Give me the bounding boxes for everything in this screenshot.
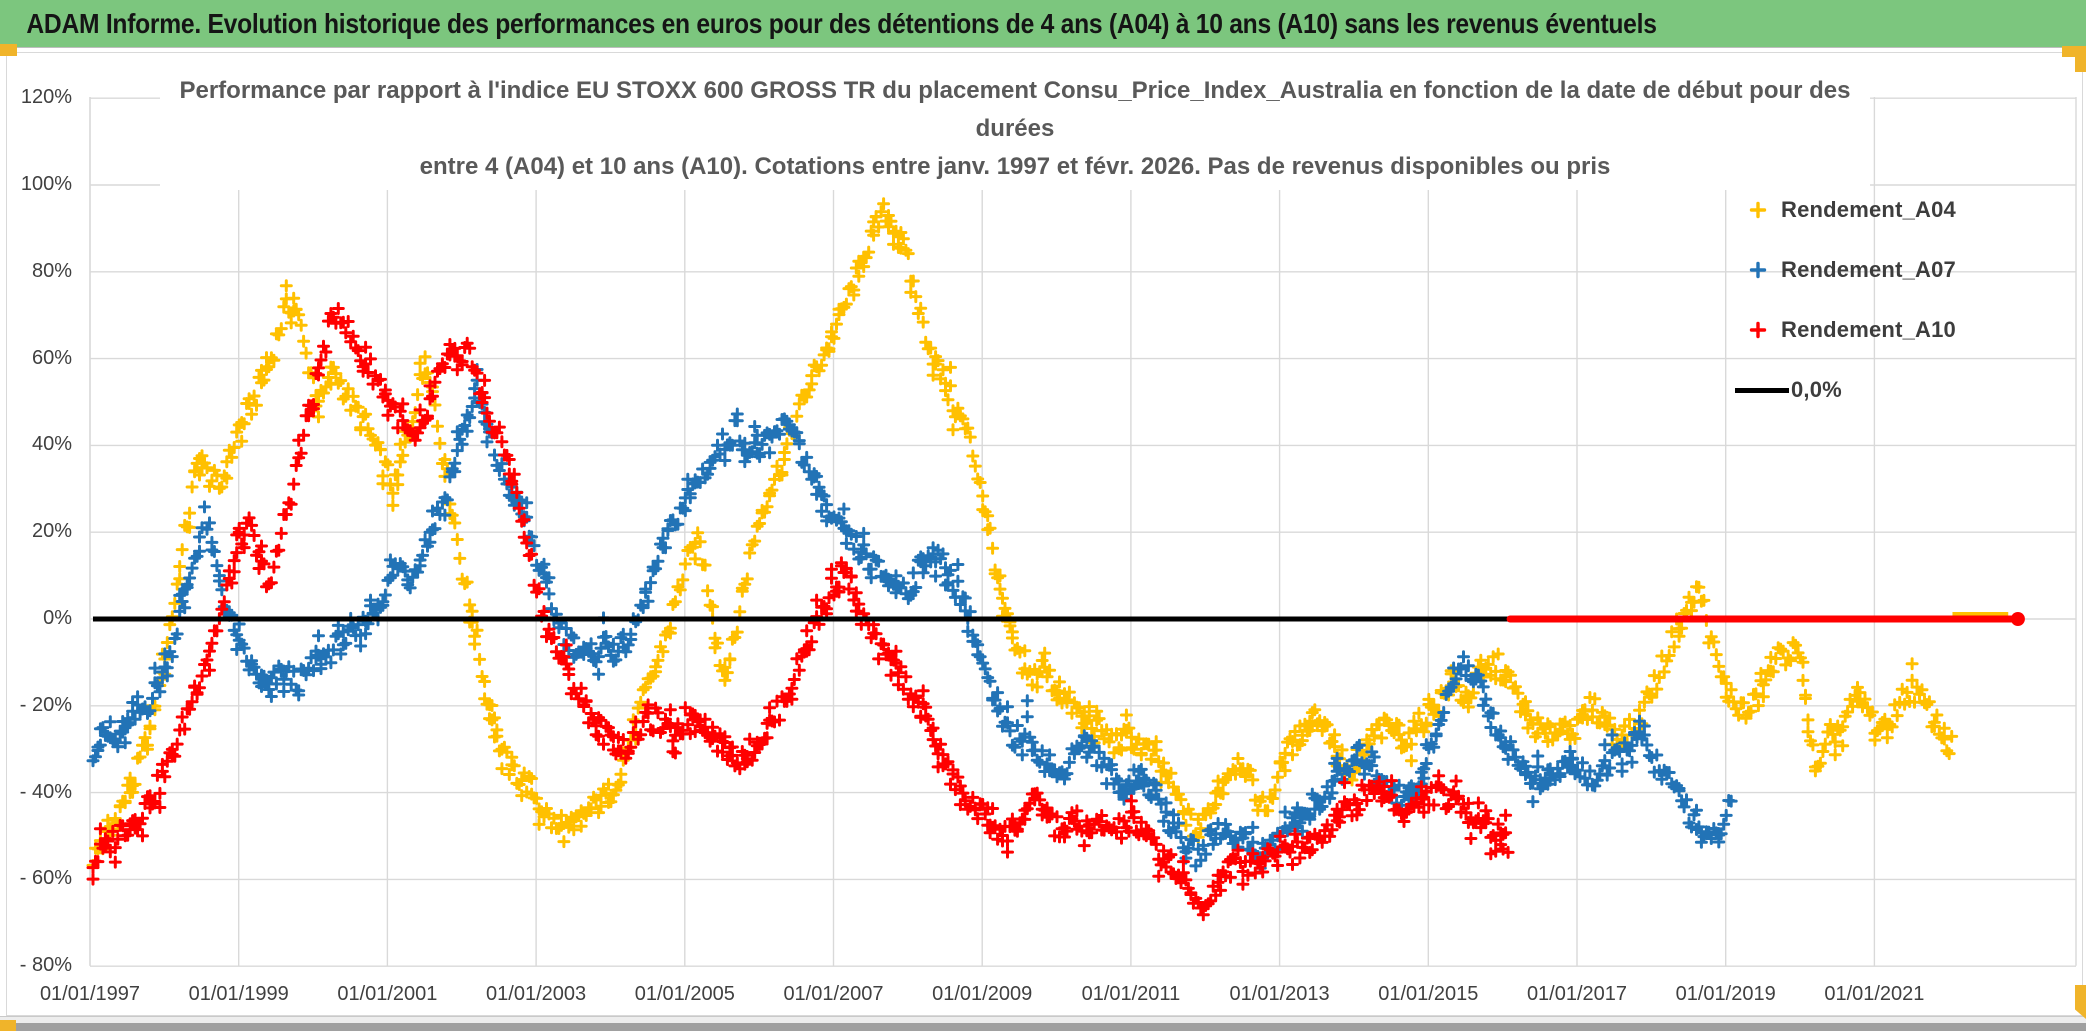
x-axis-tick-label: 01/01/2017 (1526, 983, 1628, 1005)
yellow-corner-accent (0, 44, 17, 56)
plus-marker-icon (1735, 260, 1781, 280)
x-axis-tick-label: 01/01/2013 (1229, 983, 1330, 1005)
title-bar: ADAM Informe. Evolution historique des p… (0, 0, 2086, 48)
legend-label: Rendement_A04 (1781, 197, 1956, 222)
y-axis-tick-label: 80% (31, 259, 72, 282)
x-axis-tick-label: 01/01/2009 (932, 983, 1033, 1005)
x-axis-tick-label: 01/01/2003 (486, 983, 587, 1005)
x-axis-tick-label: 01/01/2001 (337, 983, 438, 1005)
legend-item-rendement-a07[interactable]: Rendement_A07 (1735, 240, 2065, 300)
y-axis-tick-label: 60% (31, 346, 72, 369)
x-axis-tick-label: 01/01/1999 (188, 983, 289, 1005)
chart-title-line3: entre 4 (A04) et 10 ans (A10). Cotations… (419, 153, 1611, 180)
chart-title-line1: Performance par rapport à l'indice EU ST… (179, 77, 1851, 104)
series-rendement_a04-points (86, 197, 1959, 872)
x-axis-tick-label: 01/01/2015 (1378, 983, 1479, 1005)
x-axis-tick-label: 01/01/1997 (39, 983, 141, 1005)
x-axis-tick-label: 01/01/2021 (1824, 983, 1925, 1005)
y-axis-tick-label: - 20% (19, 693, 72, 716)
x-axis-tick-label: 01/01/2011 (1081, 983, 1181, 1005)
yellow-corner-accent (2062, 46, 2086, 57)
y-axis-tick-label: 40% (31, 433, 72, 456)
plus-marker-icon (1735, 200, 1781, 220)
y-axis-tick-label: 0% (43, 607, 72, 629)
series-rendement_a07-points (86, 363, 1738, 875)
legend: Rendement_A04 Rendement_A07 Rendement_A1… (1735, 180, 2065, 420)
chart-title: Performance par rapport à l'indice EU ST… (160, 72, 1870, 190)
series-rendement_a10-points (86, 302, 1515, 922)
legend-label: Rendement_A10 (1781, 317, 1956, 342)
y-axis-tick-label: - 40% (19, 780, 72, 803)
zero-line-swatch-icon (1735, 387, 1789, 393)
legend-item-rendement-a04[interactable]: Rendement_A04 (1735, 180, 2065, 240)
bottom-strip (0, 1016, 2086, 1024)
y-axis-tick-label: 20% (31, 520, 72, 543)
legend-item-zero-line[interactable]: 0,0% (1735, 360, 2065, 420)
yellow-corner-accent (2075, 46, 2086, 72)
y-axis-tick-label: 100% (20, 173, 72, 195)
a10-zero-end-blob (2010, 612, 2025, 626)
legend-item-rendement-a10[interactable]: Rendement_A10 (1735, 300, 2065, 360)
chart-title-line2: durées (975, 115, 1055, 142)
legend-label: Rendement_A07 (1781, 257, 1956, 282)
legend-label: 0,0% (1791, 377, 1842, 402)
window-bottom-edge (0, 1023, 2086, 1031)
x-axis-tick-label: 01/01/2019 (1675, 983, 1776, 1005)
plus-marker-icon (1735, 320, 1781, 340)
y-axis-tick-label: - 80% (19, 954, 72, 977)
x-axis-tick-label: 01/01/2007 (783, 983, 884, 1005)
yellow-corner-accent (2075, 985, 2086, 1019)
y-axis-tick-label: - 60% (19, 867, 72, 890)
yellow-corner-accent (0, 1020, 16, 1031)
y-axis-tick-label: 120% (20, 86, 72, 109)
x-axis-tick-label: 01/01/2005 (634, 983, 735, 1005)
chart-frame (6, 52, 2083, 1016)
page-title: ADAM Informe. Evolution historique des p… (26, 7, 1657, 39)
